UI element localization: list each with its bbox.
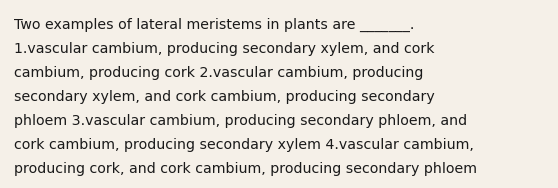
Text: Two examples of lateral meristems in plants are _______.: Two examples of lateral meristems in pla… bbox=[14, 18, 415, 32]
Text: cork cambium, producing secondary xylem 4.vascular cambium,: cork cambium, producing secondary xylem … bbox=[14, 138, 474, 152]
Text: cambium, producing cork 2.vascular cambium, producing: cambium, producing cork 2.vascular cambi… bbox=[14, 66, 424, 80]
Text: secondary xylem, and cork cambium, producing secondary: secondary xylem, and cork cambium, produ… bbox=[14, 90, 435, 104]
Text: producing cork, and cork cambium, producing secondary phloem: producing cork, and cork cambium, produc… bbox=[14, 162, 477, 176]
Text: 1.vascular cambium, producing secondary xylem, and cork: 1.vascular cambium, producing secondary … bbox=[14, 42, 435, 56]
Text: phloem 3.vascular cambium, producing secondary phloem, and: phloem 3.vascular cambium, producing sec… bbox=[14, 114, 467, 128]
